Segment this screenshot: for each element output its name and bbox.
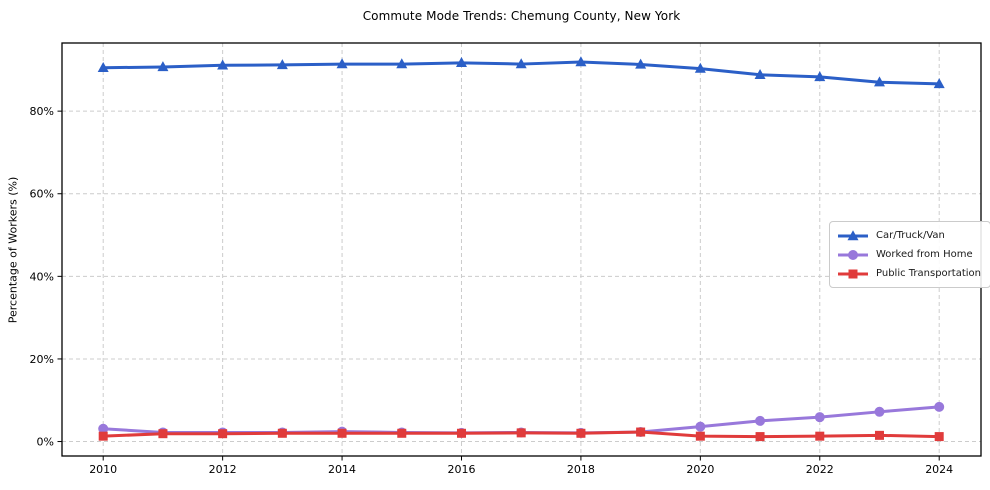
y-tick-label: 60% [30,188,54,201]
series-0 [97,56,945,89]
data-point-marker [516,428,526,438]
legend-item-label: Public Transportation [876,268,981,279]
y-tick-label: 80% [30,105,54,118]
x-tick-label: 2010 [89,463,117,476]
data-point-marker [455,57,467,68]
data-point-marker [397,428,407,438]
data-point-marker [635,58,647,69]
legend-marker [848,269,858,278]
x-tick-label: 2018 [567,463,595,476]
legend-item-label: Worked from Home [876,249,973,260]
data-point-marker [934,401,945,412]
data-point-marker [814,71,826,82]
legend-marker [847,229,859,240]
x-tick-label: 2020 [686,463,714,476]
data-point-marker [97,61,109,72]
legend-marker-icon [838,229,868,240]
x-tick-label: 2022 [806,463,834,476]
data-point-marker [98,431,108,441]
data-point-marker [695,431,705,441]
data-point-marker [158,429,168,439]
data-point-marker [755,415,766,426]
data-point-marker [873,76,885,87]
legend-item: Worked from Home [837,245,981,264]
y-tick-label: 0% [37,436,54,449]
series-2 [98,427,944,442]
data-point-marker [217,59,229,70]
x-tick-label: 2016 [447,463,475,476]
data-point-marker [456,428,466,438]
data-point-marker [277,428,287,438]
data-point-marker [576,428,586,438]
data-point-marker [336,58,348,69]
data-point-marker [276,59,288,70]
legend-item-label: Car/Truck/Van [876,230,945,241]
legend-marker-icon [838,269,868,278]
data-point-marker [515,58,527,69]
data-point-marker [933,78,945,89]
data-point-marker [337,428,347,438]
legend-item: Public Transportation [837,264,981,283]
x-tick-label: 2012 [209,463,237,476]
data-point-marker [157,61,169,72]
data-point-marker [814,412,825,423]
data-point-marker [396,58,408,69]
legend-marker [848,249,858,260]
x-tick-label: 2024 [925,463,953,476]
data-point-marker [754,69,766,80]
data-point-marker [815,431,825,441]
data-point-marker [98,423,109,434]
chart-title: Commute Mode Trends: Chemung County, New… [362,9,681,23]
data-point-marker [636,427,646,437]
legend-marker-icon [838,249,868,260]
legend-item: Car/Truck/Van [837,226,981,245]
data-point-marker [874,406,885,417]
data-point-marker [694,62,706,73]
data-point-marker [695,421,706,432]
x-tick-label: 2014 [328,463,356,476]
y-tick-label: 40% [30,270,54,283]
data-point-marker [755,432,765,442]
data-point-marker [934,432,944,442]
data-point-marker [874,430,884,440]
data-point-marker [575,56,587,67]
legend: Car/Truck/Van Worked from Home Public Tran… [829,221,990,288]
y-tick-label: 20% [30,353,54,366]
data-point-marker [218,429,228,439]
